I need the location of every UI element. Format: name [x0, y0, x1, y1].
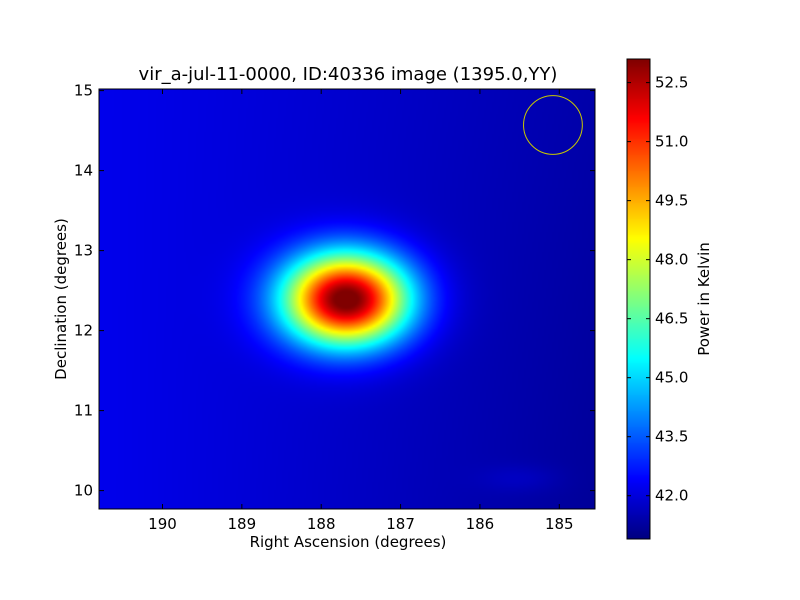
y-tick-label: 15	[74, 82, 93, 100]
colorbar-tick-label: 45.0	[655, 369, 688, 387]
x-axis: 190 189 188 187 186 185	[148, 89, 574, 533]
x-tick-label: 185	[545, 515, 574, 533]
x-tick-label: 189	[228, 515, 257, 533]
y-tick-label: 12	[74, 322, 93, 340]
x-tick-label: 190	[148, 515, 177, 533]
x-tick-label: 186	[466, 515, 495, 533]
x-tick-label: 188	[307, 515, 336, 533]
y-axis-label: Declination (degrees)	[52, 218, 70, 380]
x-axis-label: Right Ascension (degrees)	[250, 533, 447, 551]
colorbar-ticks: 42.0 43.5 45.0 46.5 48.0 49.5 51.0 52.5	[627, 74, 688, 505]
colorbar-label: Power in Kelvin	[695, 242, 713, 356]
y-tick-label: 11	[74, 402, 93, 420]
colorbar-tick-label: 51.0	[655, 133, 688, 151]
colorbar-gradient	[627, 59, 650, 539]
colorbar-tick-label: 43.5	[655, 428, 688, 446]
beam-circle	[523, 95, 583, 155]
colorbar-frame	[626, 58, 651, 540]
y-tick-label: 10	[74, 482, 93, 500]
sources-layer	[523, 95, 583, 155]
chart-title: vir_a-jul-11-0000, ID:40336 image (1395.…	[139, 64, 558, 85]
colorbar: 42.0 43.5 45.0 46.5 48.0 49.5 51.0 52.5 Power i…	[626, 58, 713, 540]
colorbar-tick-label: 52.5	[655, 74, 688, 92]
heatmap-image	[99, 89, 595, 509]
plot-frame	[98, 88, 596, 510]
colorbar-tick-label: 46.5	[655, 310, 688, 328]
colorbar-tick-label: 48.0	[655, 251, 688, 269]
y-tick-label: 13	[74, 242, 93, 260]
colorbar-tick-label: 49.5	[655, 192, 688, 210]
heatmap-plot-area	[98, 88, 596, 510]
y-tick-label: 14	[74, 162, 93, 180]
x-tick-label: 187	[386, 515, 415, 533]
y-axis: 10 11 12 13 14 15	[74, 82, 595, 500]
colorbar-tick-label: 42.0	[655, 487, 688, 505]
